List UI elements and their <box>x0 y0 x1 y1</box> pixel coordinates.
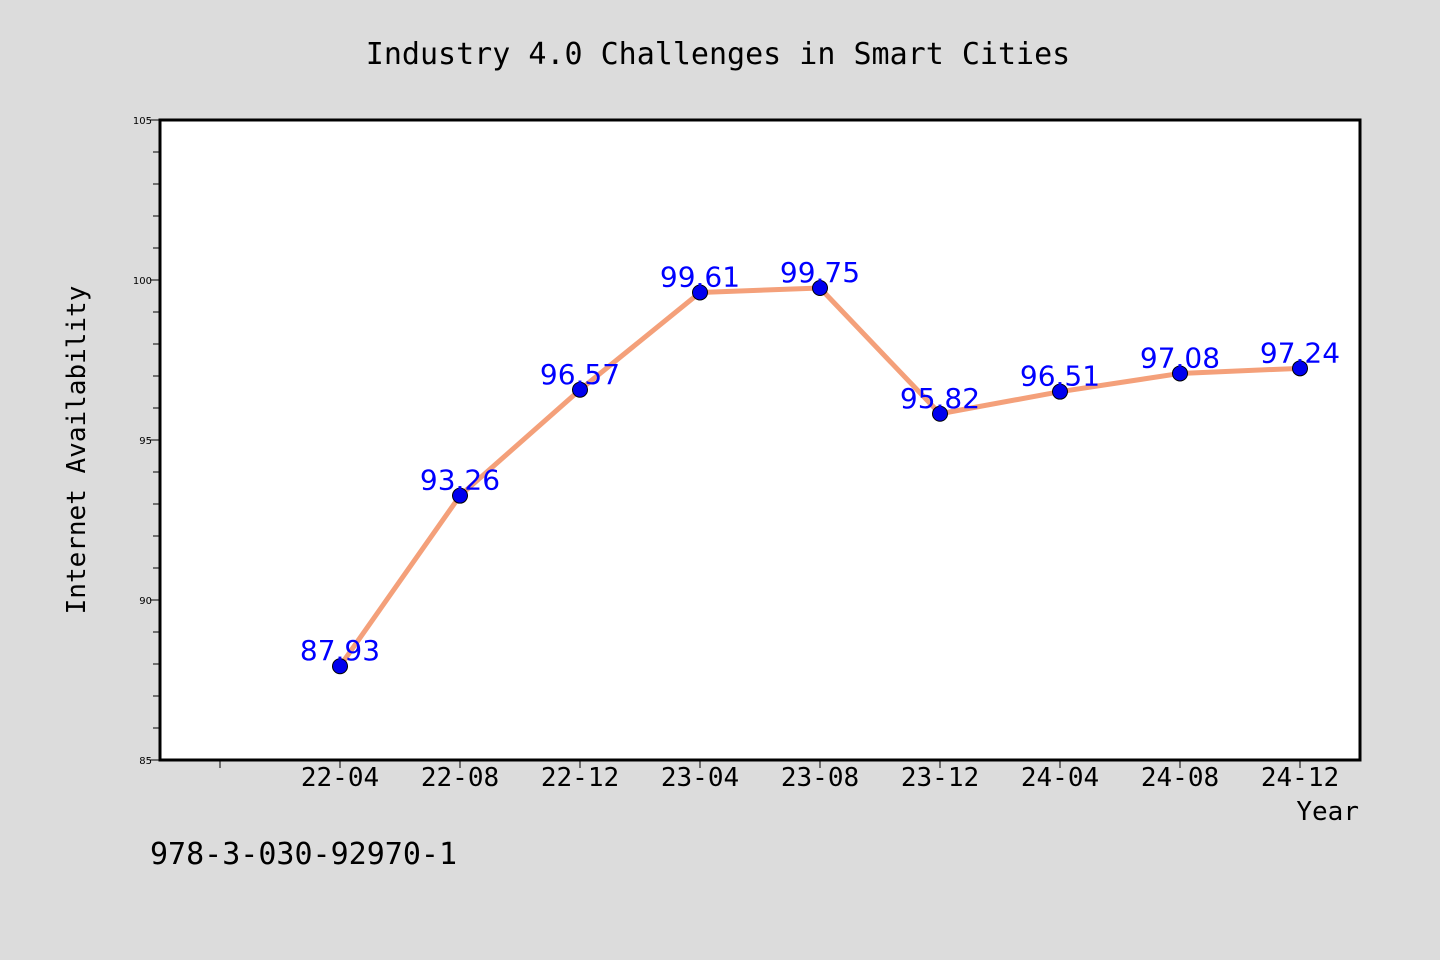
data-point-marker <box>1172 365 1188 382</box>
data-label: 96.57 <box>540 358 620 391</box>
x-tick-label: 23-12 <box>901 763 979 793</box>
x-tick-label: 23-08 <box>781 763 859 793</box>
y-tick-label: 100 <box>133 276 152 287</box>
data-labels-group: 87.93 93.26 96.57 99.61 99.75 95.82 96.51 97.08… <box>300 256 1340 667</box>
data-label: 97.24 <box>1260 336 1340 369</box>
x-tick-label: 22-12 <box>541 763 619 793</box>
data-point-marker <box>332 658 348 675</box>
x-axis: 22-04 22-08 22-12 23-04 23-08 23-12 24-04 24-08… <box>219 760 1339 793</box>
series-group <box>332 280 1308 675</box>
plot-area <box>160 120 1360 760</box>
x-tick-label: 24-08 <box>1141 763 1219 793</box>
data-point-marker <box>572 381 588 398</box>
data-point-marker <box>932 405 948 422</box>
plot-frame <box>158 118 1362 762</box>
y-tick-label: 85 <box>139 756 152 767</box>
x-tick-label: 24-04 <box>1021 763 1099 793</box>
x-tick-label: 22-04 <box>301 763 379 793</box>
data-point-marker <box>812 280 828 296</box>
footer-isbn: 978-3-030-92970-1 <box>150 837 457 872</box>
y-axis-label: Internet Availability <box>62 286 92 615</box>
data-label: 87.93 <box>300 634 380 667</box>
chart-title: Industry 4.0 Challenges in Smart Cities <box>366 37 1070 72</box>
x-tick-label: 23-04 <box>661 763 739 793</box>
data-label: 95.82 <box>900 382 980 415</box>
data-label: 96.51 <box>1020 360 1100 393</box>
data-point-marker <box>692 284 708 301</box>
y-tick-label: 95 <box>139 436 152 447</box>
y-tick-label: 105 <box>133 116 152 127</box>
x-axis-label: Year <box>1296 797 1359 827</box>
y-tick-label: 90 <box>139 596 152 607</box>
data-point-marker <box>1052 383 1068 400</box>
data-label: 97.08 <box>1140 341 1220 374</box>
data-label: 99.61 <box>660 260 740 293</box>
data-label: 93.26 <box>420 464 500 497</box>
data-label: 99.75 <box>780 256 860 289</box>
data-point-marker <box>1292 360 1308 377</box>
x-tick-label: 24-12 <box>1261 763 1339 793</box>
x-tick-label: 22-08 <box>421 763 499 793</box>
data-point-marker <box>452 487 468 504</box>
